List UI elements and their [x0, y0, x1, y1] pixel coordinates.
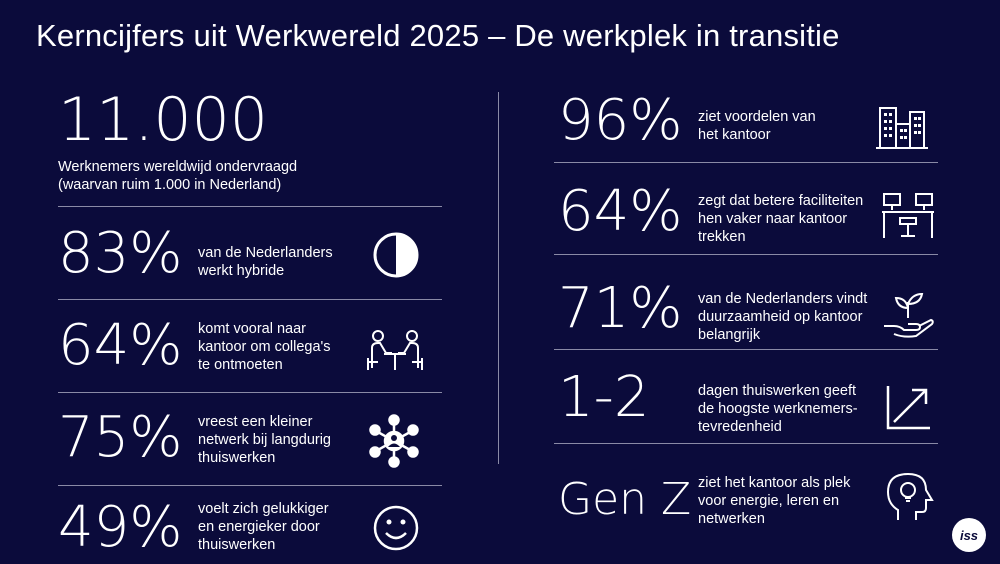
stat-text-gen-z: ziet het kantoor als plek voor energie, …: [698, 475, 851, 527]
stat-value-gen-z: Gen Z: [558, 474, 692, 525]
row-divider: [58, 392, 442, 393]
workstation-icon: [880, 188, 936, 244]
stat-text-network: vreest een kleiner netwerk bij langdurig…: [198, 414, 331, 466]
head-bulb-icon: [880, 468, 936, 524]
stat-value-facilities: 64%: [558, 179, 683, 244]
row-divider: [554, 349, 938, 350]
stat-value-hybrid: 83%: [58, 221, 183, 286]
row-divider: [554, 254, 938, 255]
row-divider: [554, 162, 938, 163]
row-divider: [554, 443, 938, 444]
row-divider: [58, 206, 442, 207]
iss-logo: iss: [952, 518, 986, 552]
stat-value-colleagues: 64%: [58, 313, 183, 378]
buildings-icon: [874, 100, 930, 156]
stat-value-happier: 49%: [58, 495, 183, 560]
stat-value-network: 75%: [58, 405, 183, 470]
smiley-icon: [368, 500, 424, 556]
row-divider: [58, 485, 442, 486]
stat-value-advantages: 96%: [558, 88, 683, 153]
network-icon: [366, 413, 422, 469]
hero-value: 11.000: [58, 85, 268, 155]
row-divider: [58, 299, 442, 300]
column-divider: [498, 92, 499, 464]
stat-text-happier: voelt zich gelukkiger en energieker door…: [198, 501, 329, 553]
stat-text-facilities: zegt dat betere faciliteiten hen vaker n…: [698, 193, 864, 245]
stat-text-sustainability: van de Nederlanders vindt duurzaamheid o…: [698, 291, 868, 343]
half-circle-icon: [368, 227, 424, 283]
stat-value-sustainability: 71%: [558, 276, 683, 341]
meeting-icon: [364, 322, 426, 378]
stat-text-colleagues: komt vooral naar kantoor om collega's te…: [198, 321, 331, 373]
trend-arrow-icon: [884, 382, 934, 432]
stat-text-advantages: ziet voordelen van het kantoor: [698, 109, 816, 143]
stat-value-homeworking-days: 1-2: [558, 365, 650, 430]
stat-text-hybrid: van de Nederlanders werkt hybride: [198, 245, 333, 279]
stat-text-homeworking-days: dagen thuiswerken geeft de hoogste werkn…: [698, 383, 858, 435]
hero-text: Werknemers wereldwijd ondervraagd (waarv…: [58, 159, 298, 193]
page-title: Kerncijfers uit Werkwereld 2025 – De wer…: [36, 18, 840, 53]
plant-hand-icon: [880, 286, 936, 342]
